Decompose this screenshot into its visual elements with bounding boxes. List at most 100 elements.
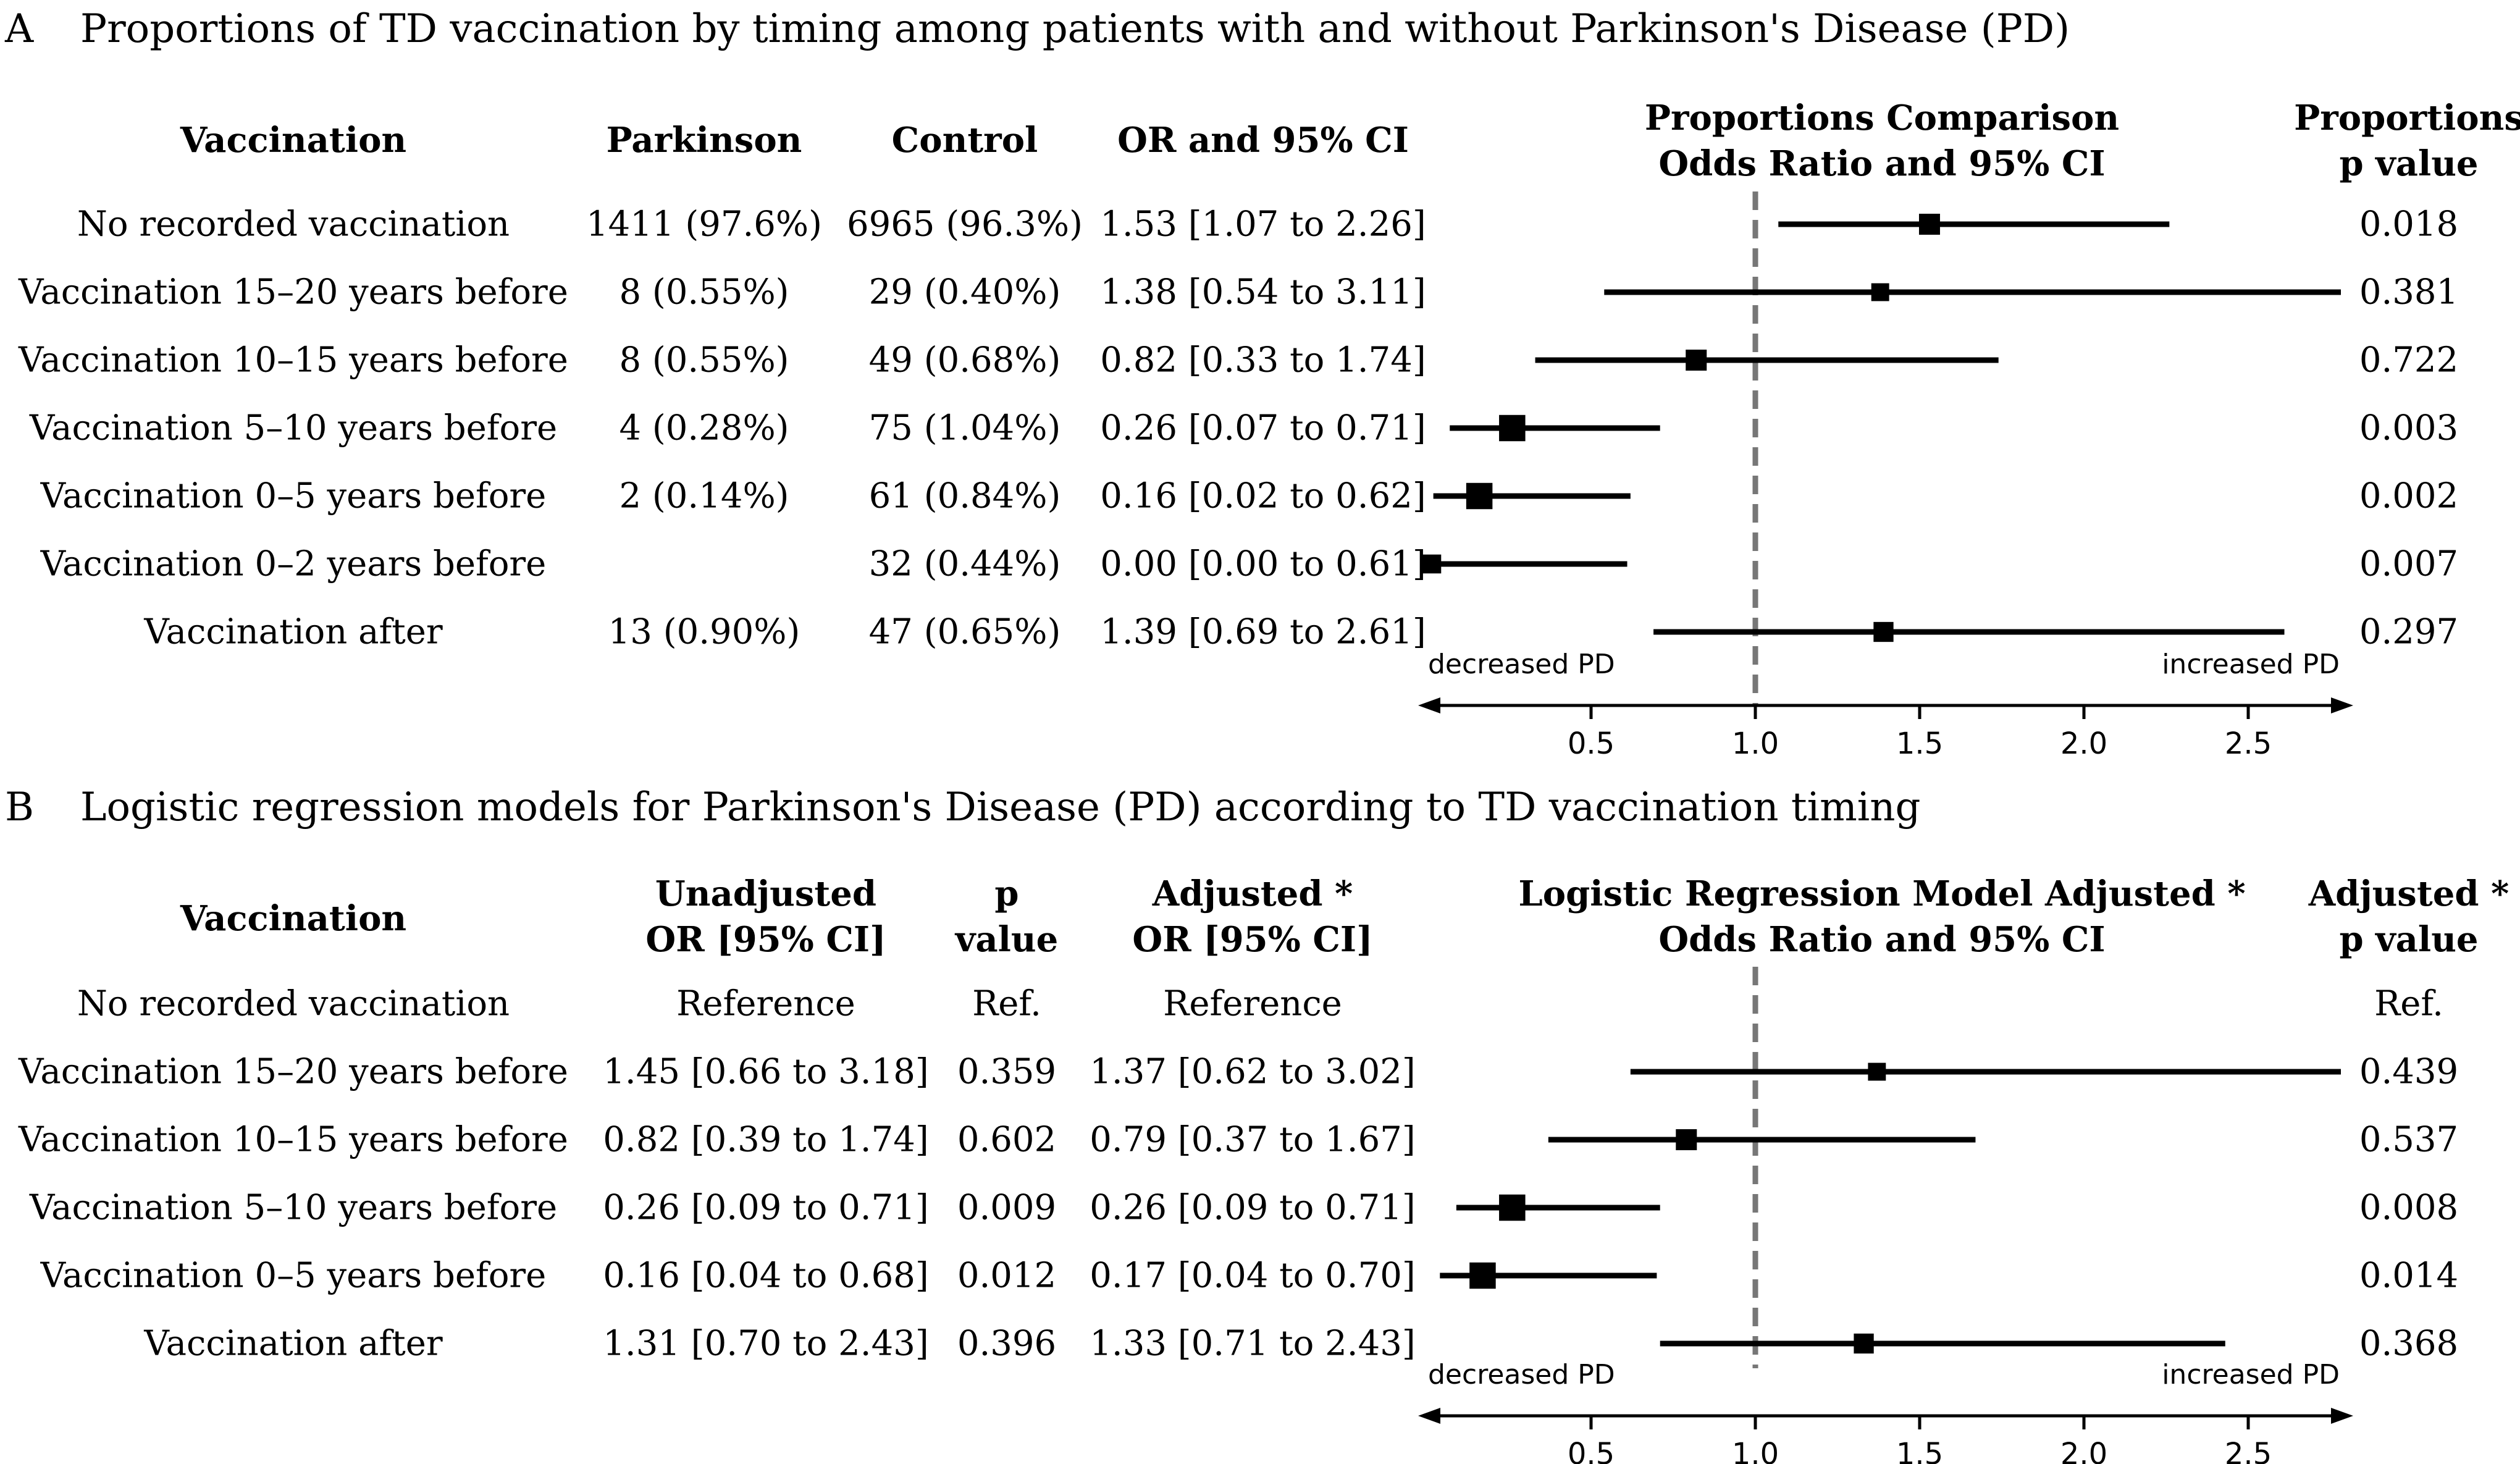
decreased-label: decreased PD	[1428, 649, 1615, 680]
panel-a-title: Proportions of TD vaccination by timing …	[80, 6, 2070, 52]
tick-label: 1.0	[1732, 726, 1779, 761]
cell-vaccination: Vaccination 0–5 years before	[40, 476, 547, 516]
tick-label: 0.5	[1568, 1437, 1615, 1464]
cell-parkinson: 8 (0.55%)	[619, 340, 789, 381]
cell-adjusted-p: 0.014	[2359, 1255, 2459, 1296]
cell-adjusted: 0.26 [0.09 to 0.71]	[1090, 1187, 1416, 1228]
tick-label: 0.5	[1568, 726, 1615, 761]
cell-or-ci: 1.38 [0.54 to 3.11]	[1100, 272, 1426, 313]
header-control: Control	[891, 120, 1038, 161]
point-estimate	[1868, 1062, 1886, 1081]
cell-control: 29 (0.40%)	[868, 272, 1061, 313]
header-adjusted-line2: OR [95% CI]	[1132, 919, 1373, 960]
cell-parkinson: 2 (0.14%)	[619, 476, 789, 516]
cell-control: 6965 (96.3%)	[847, 204, 1083, 245]
cell-vaccination: Vaccination 0–2 years before	[40, 544, 547, 584]
cell-unadjusted: 1.31 [0.70 to 2.43]	[603, 1323, 929, 1364]
header-p: p value	[956, 871, 1058, 962]
axis-arrow-left	[1418, 1408, 1440, 1424]
cell-or-ci: 0.26 [0.07 to 0.71]	[1100, 408, 1426, 448]
tick-label: 2.5	[2225, 1437, 2272, 1464]
increased-label: increased PD	[2162, 649, 2340, 680]
cell-p-value: 0.722	[2359, 340, 2459, 381]
cell-or-ci: 0.00 [0.00 to 0.61]	[1100, 544, 1426, 584]
point-estimate	[1499, 1194, 1526, 1221]
cell-p-value: 0.018	[2359, 204, 2459, 245]
header-p-line2: p value	[2339, 143, 2479, 184]
cell-p: 0.396	[957, 1323, 1057, 1364]
point-estimate	[1918, 214, 1940, 235]
cell-vaccination: No recorded vaccination	[77, 983, 510, 1024]
panel-a-letter: A	[5, 6, 34, 52]
panel-b-letter: B	[5, 785, 35, 830]
header-adjusted-p-line2: p value	[2339, 919, 2479, 960]
header-vaccination: Vaccination	[180, 120, 407, 161]
point-estimate	[1466, 482, 1493, 510]
cell-p: 0.602	[957, 1119, 1057, 1160]
cell-unadjusted: 0.26 [0.09 to 0.71]	[603, 1187, 929, 1228]
cell-p: 0.359	[957, 1051, 1057, 1092]
tick-label: 1.5	[1896, 1437, 1943, 1464]
panel-b: B Logistic regression models for Parkins…	[0, 766, 2520, 1464]
header-parkinson: Parkinson	[606, 120, 802, 161]
forest-plot-a: decreased PD increased PD 0.5 1.0 1.5 2.0 2.5	[1418, 191, 2353, 761]
cell-unadjusted: 0.16 [0.04 to 0.68]	[603, 1255, 929, 1296]
cell-adjusted-p: 0.537	[2359, 1119, 2459, 1160]
point-estimate	[1871, 283, 1889, 301]
point-estimate	[1873, 621, 1894, 642]
tick-label: 2.0	[2060, 1437, 2107, 1464]
tick-label: 2.0	[2060, 726, 2107, 761]
cell-vaccination: Vaccination 15–20 years before	[19, 272, 568, 313]
cell-p-value: 0.003	[2359, 408, 2459, 448]
cell-adjusted-p: 0.368	[2359, 1323, 2459, 1364]
header-unadjusted-line1: Unadjusted	[655, 873, 877, 914]
cell-or-ci: 1.53 [1.07 to 2.26]	[1100, 204, 1426, 245]
header-plot-line1: Proportions Comparison	[1644, 98, 2120, 138]
tick-label: 1.5	[1896, 726, 1943, 761]
cell-vaccination: Vaccination 5–10 years before	[29, 1187, 558, 1228]
cell-adjusted-p: Ref.	[2374, 983, 2443, 1024]
header-plot-line2: Odds Ratio and 95% CI	[1658, 143, 2106, 184]
cell-adjusted: 0.79 [0.37 to 1.67]	[1090, 1119, 1416, 1160]
header-plot-title: Logistic Regression Model Adjusted * Odd…	[1518, 871, 2245, 962]
header-adjusted-p: Adjusted * p value	[2309, 871, 2510, 962]
cell-p: 0.012	[957, 1255, 1057, 1296]
cell-control: 61 (0.84%)	[868, 476, 1061, 516]
header-or-ci: OR and 95% CI	[1117, 120, 1409, 161]
axis-arrow-right	[2331, 1408, 2353, 1424]
point-estimate	[1854, 1333, 1874, 1354]
cell-unadjusted: 0.82 [0.39 to 1.74]	[603, 1119, 929, 1160]
header-plot-title: Proportions Comparison Odds Ratio and 95…	[1645, 95, 2119, 187]
forest-plot-b: decreased PD increased PD 0.5 1.0 1.5 2.0 2.5	[1418, 967, 2353, 1464]
header-unadjusted: Unadjusted OR [95% CI]	[645, 871, 886, 962]
cell-p-value: 0.007	[2359, 544, 2459, 584]
tick-label: 1.0	[1732, 1437, 1779, 1464]
cell-parkinson: 13 (0.90%)	[608, 612, 800, 652]
cell-vaccination: Vaccination after	[144, 612, 443, 652]
header-adjusted-p-line1: Adjusted *	[2308, 873, 2510, 914]
cell-or-ci: 1.39 [0.69 to 2.61]	[1100, 612, 1426, 652]
cell-adjusted: Reference	[1163, 983, 1342, 1024]
cell-vaccination: Vaccination 15–20 years before	[19, 1051, 568, 1092]
point-estimate	[1422, 554, 1442, 574]
cell-parkinson: 1411 (97.6%)	[586, 204, 822, 245]
axis-arrow-right	[2331, 697, 2353, 713]
header-unadjusted-line2: OR [95% CI]	[645, 919, 886, 960]
cell-control: 32 (0.44%)	[868, 544, 1061, 584]
increased-label: increased PD	[2162, 1359, 2340, 1390]
header-p-line1: Proportions	[2294, 98, 2520, 138]
cell-p-value: 0.002	[2359, 476, 2459, 516]
panel-a: A Proportions of TD vaccination by timin…	[5, 6, 2520, 761]
cell-adjusted-p: 0.439	[2359, 1051, 2459, 1092]
cell-p: 0.009	[957, 1187, 1057, 1228]
cell-vaccination: No recorded vaccination	[77, 204, 510, 245]
cell-p-value: 0.381	[2359, 272, 2459, 313]
cell-vaccination: Vaccination after	[144, 1323, 443, 1364]
cell-vaccination: Vaccination 0–5 years before	[40, 1255, 547, 1296]
cell-or-ci: 0.82 [0.33 to 1.74]	[1100, 340, 1426, 381]
decreased-label: decreased PD	[1428, 1359, 1615, 1390]
header-p-line2: value	[955, 919, 1059, 960]
cell-p: Ref.	[972, 983, 1041, 1024]
cell-vaccination: Vaccination 10–15 years before	[19, 1119, 568, 1160]
header-p-line1: p	[994, 873, 1019, 914]
